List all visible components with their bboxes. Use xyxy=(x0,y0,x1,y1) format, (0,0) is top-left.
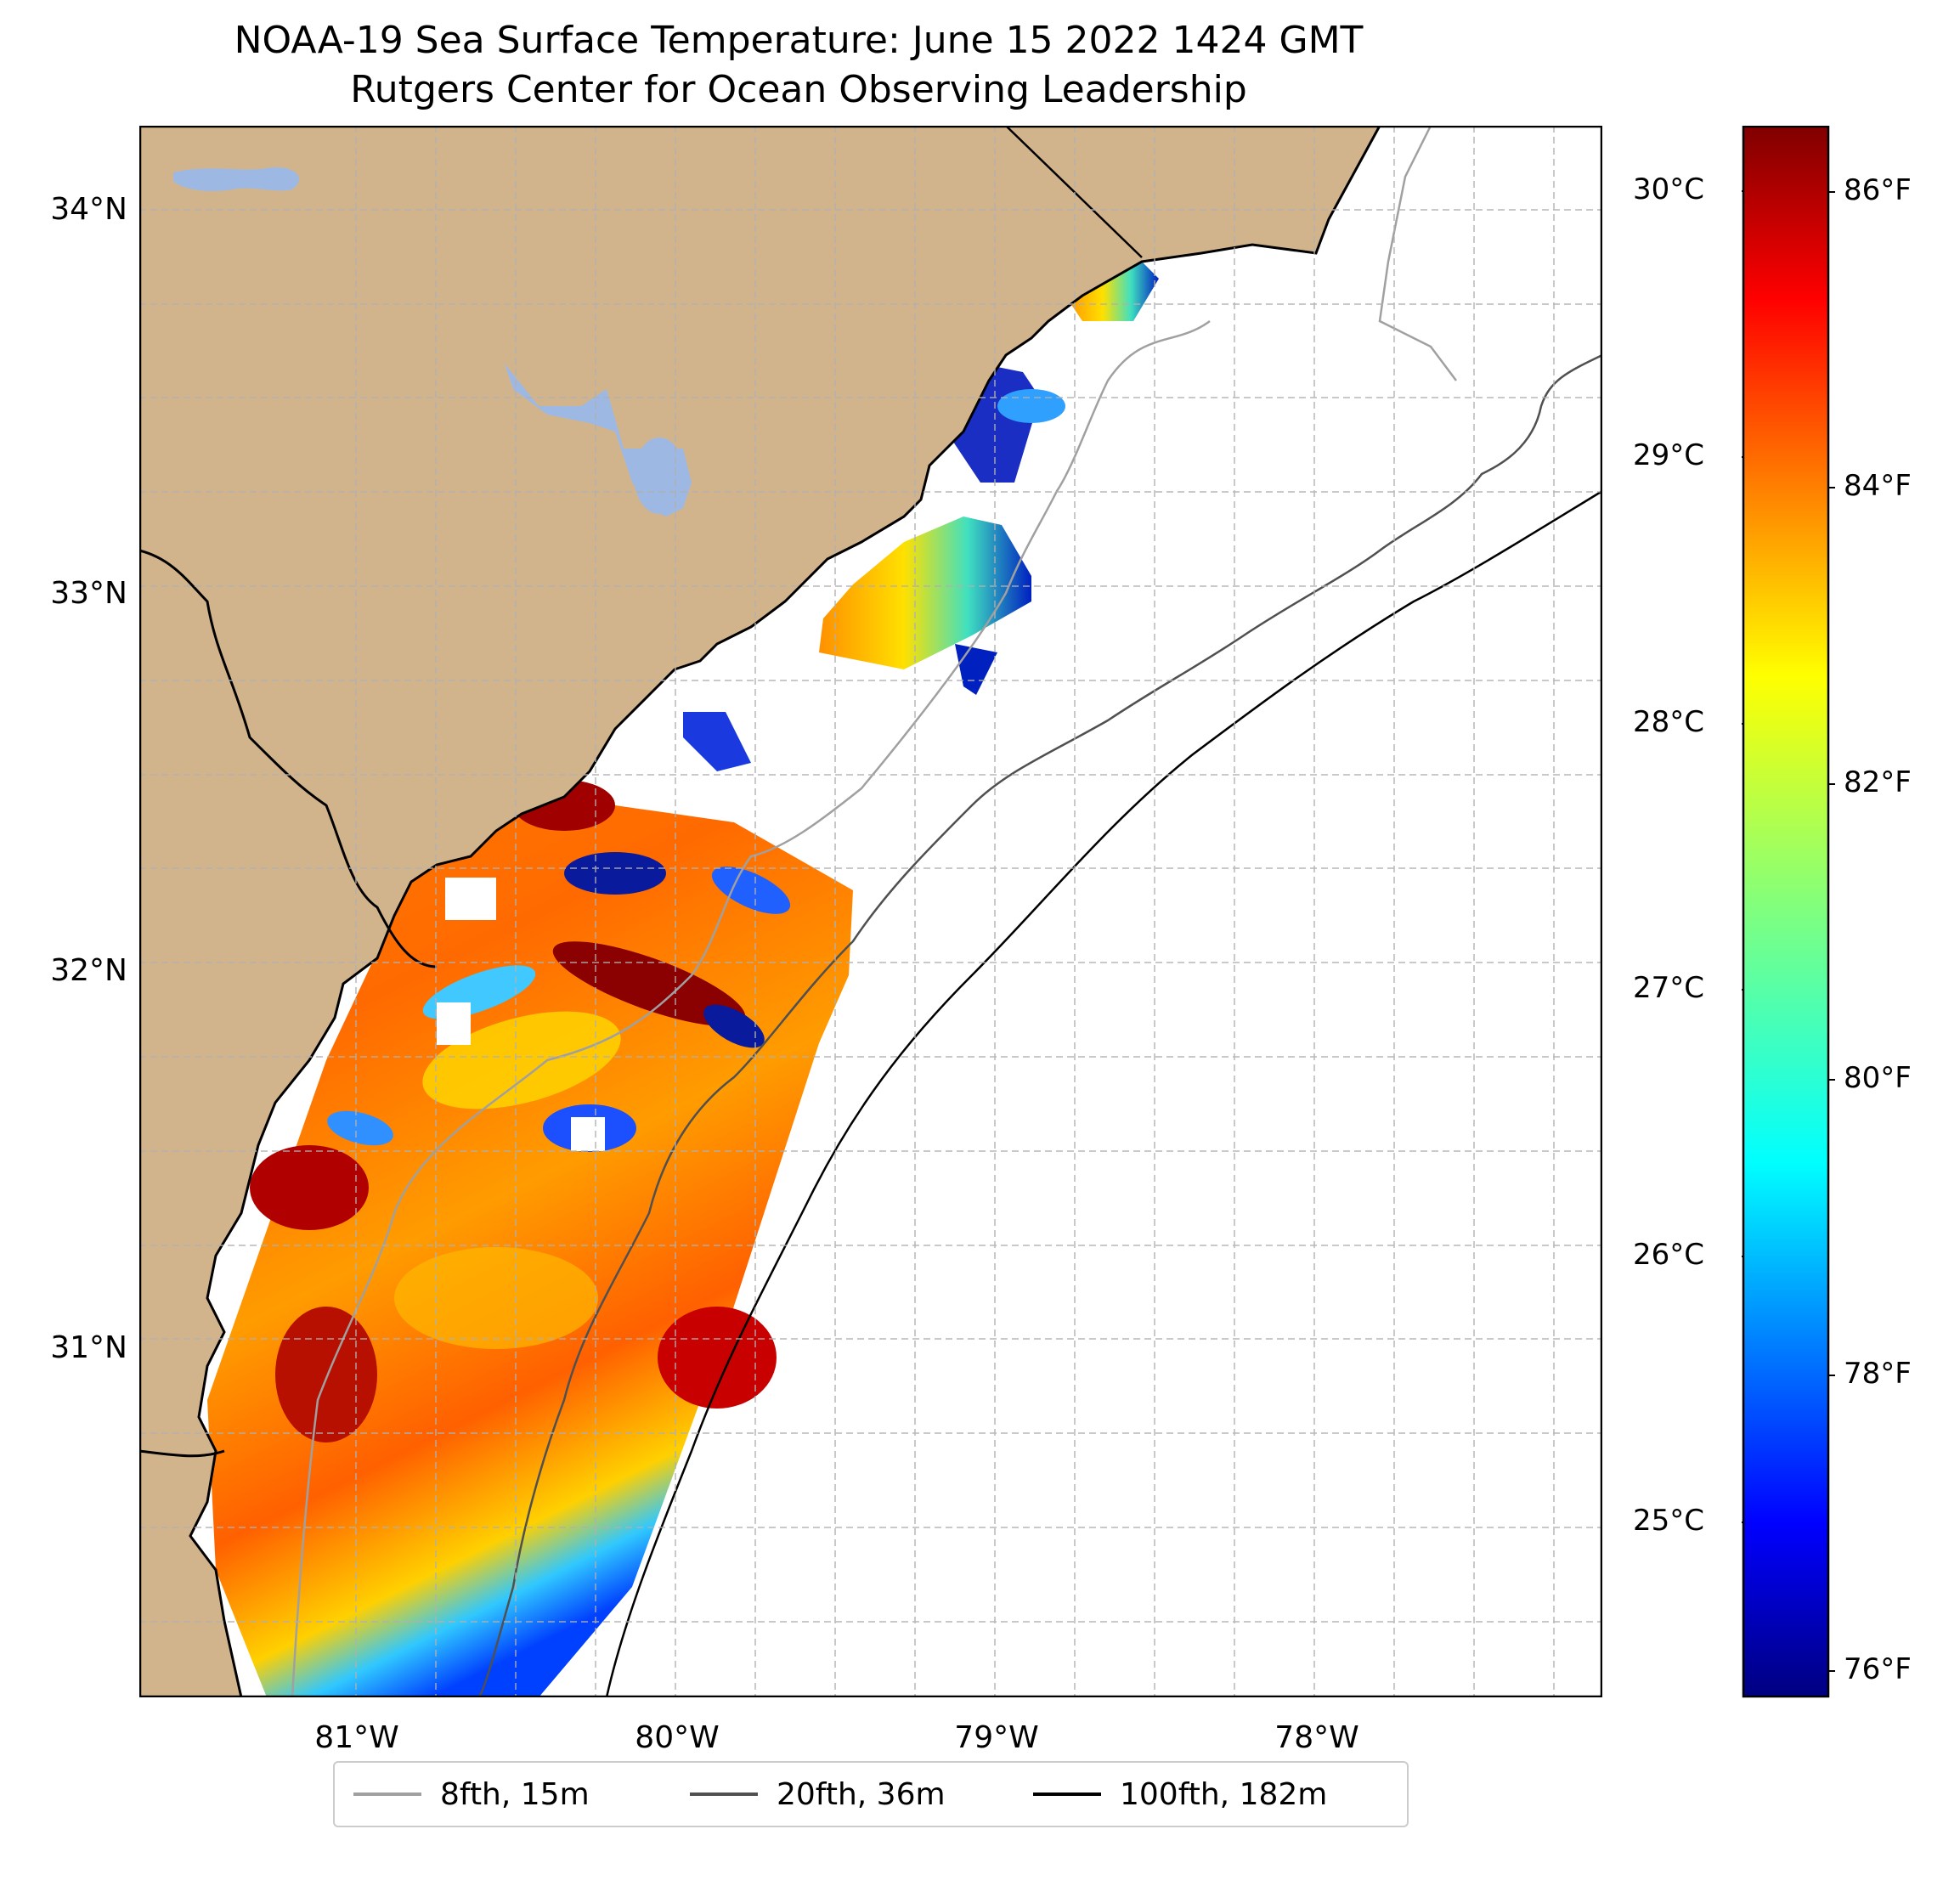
state-border xyxy=(139,1449,225,1458)
sst-cool-patch xyxy=(703,1004,765,1048)
colorbar-gradient xyxy=(1742,126,1830,1698)
sst-cool-patch xyxy=(564,852,666,895)
sst-gap xyxy=(437,1002,471,1045)
legend-swatch xyxy=(690,1792,758,1796)
colorbar-fahrenheit-label: 84°F xyxy=(1844,469,1912,503)
sst-cool-patch xyxy=(711,867,791,914)
colorbar-fahrenheit-label: 86°F xyxy=(1844,173,1912,207)
sst-patch-north xyxy=(1065,262,1159,321)
state-border xyxy=(1005,126,1143,258)
colorbar-celsius-label: 29°C xyxy=(1633,438,1705,472)
legend-item-100fth: 100fth, 182m xyxy=(1033,1763,1327,1826)
map-border xyxy=(139,126,1602,1697)
legend-swatch xyxy=(1033,1792,1101,1796)
sst-gap xyxy=(445,878,496,920)
legend-item-20fth: 20fth, 36m xyxy=(690,1763,946,1826)
land-mainland xyxy=(139,126,1380,1697)
lon-label: 81°W xyxy=(314,1720,399,1755)
lon-label: 78°W xyxy=(1274,1720,1359,1755)
lon-label: 80°W xyxy=(635,1720,720,1755)
state-border xyxy=(139,549,438,968)
colorbar-celsius-label: 26°C xyxy=(1633,1238,1705,1272)
lat-label: 31°N xyxy=(50,1330,127,1365)
lat-label: 33°N xyxy=(50,576,127,611)
colorbar-celsius-label: 30°C xyxy=(1633,172,1705,206)
sst-gap xyxy=(571,1117,605,1151)
gridlines xyxy=(139,126,1602,1697)
map-frame xyxy=(139,126,1602,1697)
map-title: NOAA-19 Sea Surface Temperature: June 15… xyxy=(234,19,1364,62)
colorbar-ticks xyxy=(1742,190,1835,1672)
isobath-100fth xyxy=(605,489,1602,1697)
sst-patch-north xyxy=(683,712,751,771)
colorbar-fahrenheit-label: 76°F xyxy=(1844,1652,1912,1686)
lake xyxy=(634,438,685,514)
coastline xyxy=(189,126,1381,1697)
sst-yellow-patch xyxy=(422,1011,621,1109)
colorbar xyxy=(1742,126,1835,1698)
lon-label: 79°W xyxy=(954,1720,1039,1755)
colorbar-celsius-label: 28°C xyxy=(1633,705,1705,739)
legend-item-8fth: 8fth, 15m xyxy=(353,1763,590,1826)
lat-label: 32°N xyxy=(50,953,127,988)
lat-label: 34°N xyxy=(50,192,127,227)
legend-swatch xyxy=(353,1792,421,1796)
map-subtitle: Rutgers Center for Ocean Observing Leade… xyxy=(350,68,1247,111)
sst-cool-patch xyxy=(327,1110,393,1146)
colorbar-fahrenheit-label: 78°F xyxy=(1844,1357,1912,1391)
isobath-legend: 8fth, 15m 20fth, 36m 100fth, 182m xyxy=(333,1761,1409,1827)
legend-label: 20fth, 36m xyxy=(777,1776,946,1812)
colorbar-celsius-label: 27°C xyxy=(1633,971,1705,1005)
legend-label: 100fth, 182m xyxy=(1120,1776,1328,1812)
lake xyxy=(173,167,300,191)
sst-warm-patch xyxy=(552,941,746,1026)
colorbar-fahrenheit-label: 82°F xyxy=(1844,765,1912,799)
colorbar-fahrenheit-label: 80°F xyxy=(1844,1061,1912,1095)
sst-yellow-patch xyxy=(394,1247,598,1349)
sst-patch-north xyxy=(997,389,1065,423)
sst-warm-patch xyxy=(275,1307,377,1442)
isobath-8fth xyxy=(291,126,1457,1697)
isobath-20fth xyxy=(477,353,1602,1697)
colorbar-celsius-label: 25°C xyxy=(1633,1504,1705,1538)
sst-patch-north xyxy=(819,517,1031,669)
legend-label: 8fth, 15m xyxy=(440,1776,590,1812)
sst-warm-patch xyxy=(250,1145,369,1230)
sst-warm-patch xyxy=(658,1307,777,1409)
